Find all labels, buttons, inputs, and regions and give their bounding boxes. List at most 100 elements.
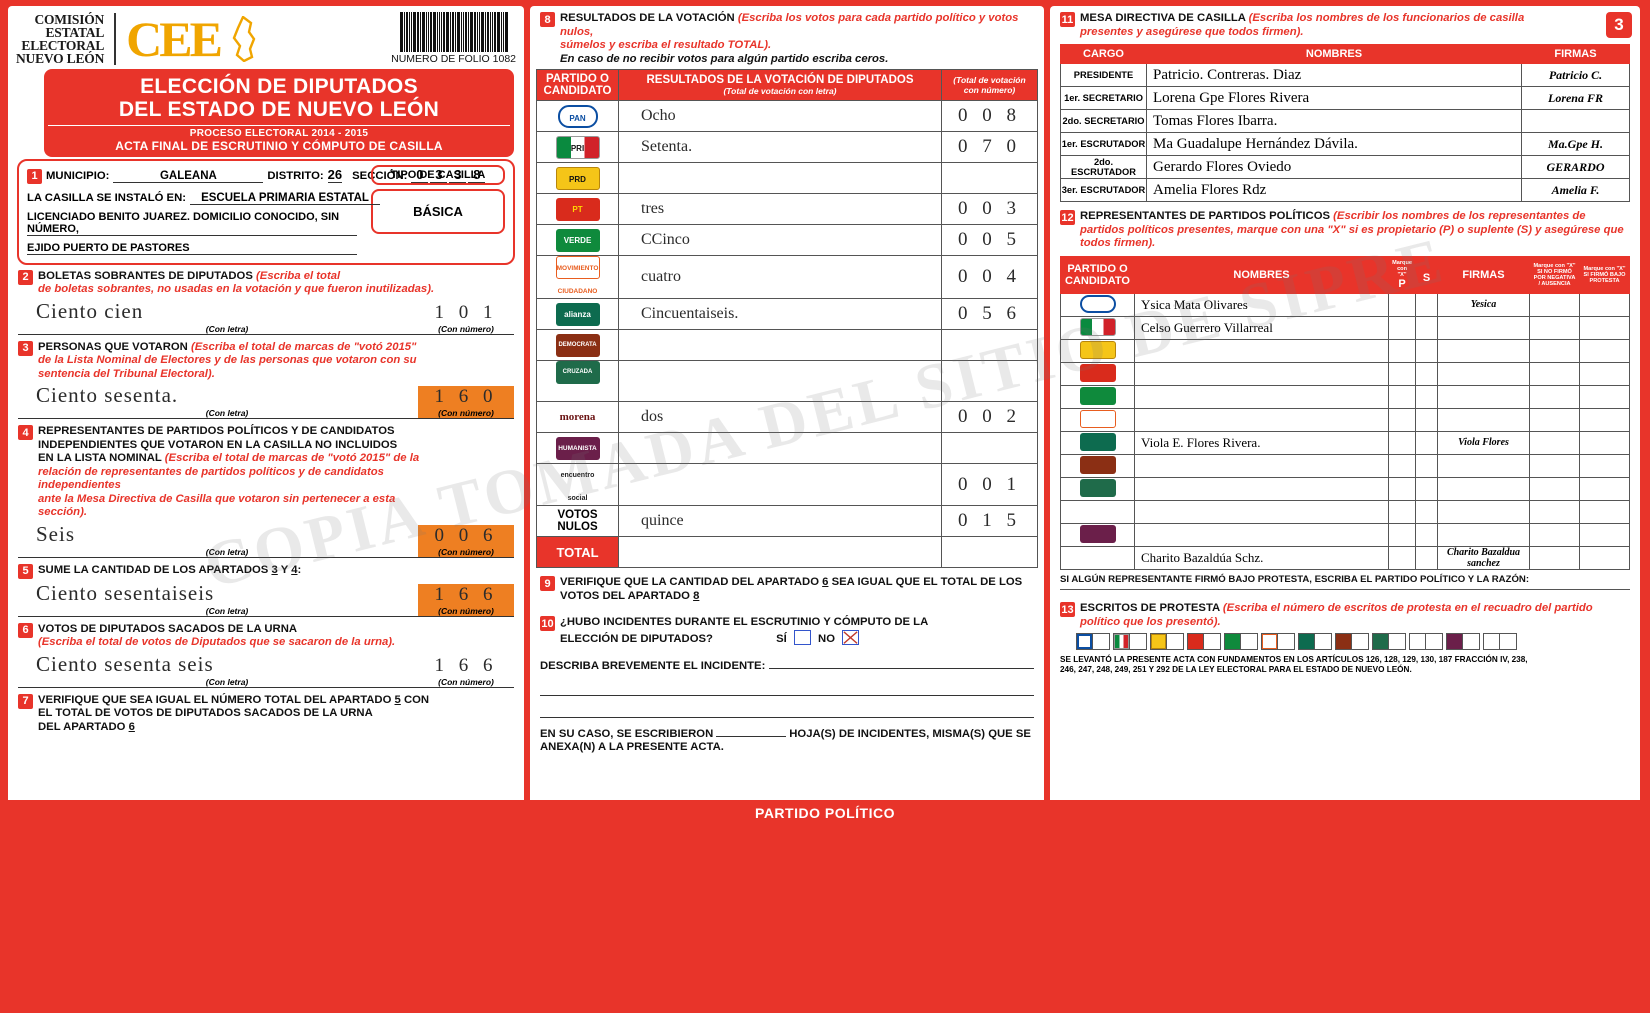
vote-letra-cell[interactable]: cuatro — [618, 255, 942, 299]
vote-letra-cell[interactable]: dos — [618, 401, 942, 433]
rep-p-cell[interactable] — [1388, 407, 1416, 432]
rep-firma-cell[interactable] — [1437, 338, 1530, 363]
rep-protesta-cell[interactable] — [1579, 453, 1630, 478]
vote-numero-cell[interactable] — [941, 360, 1038, 402]
vote-letra-cell[interactable]: Setenta. — [618, 131, 942, 163]
rep-p-cell[interactable] — [1388, 430, 1416, 455]
vote-letra-cell[interactable]: Cincuentaiseis. — [618, 298, 942, 330]
nombre-cell[interactable]: Gerardo Flores Oviedo — [1146, 155, 1522, 179]
vote-numero-cell[interactable]: 0 5 6 — [941, 298, 1038, 330]
votos-nulos-letra[interactable]: quince — [618, 505, 942, 537]
rep-protesta-cell[interactable] — [1579, 545, 1630, 570]
rep-no-firmo-cell[interactable] — [1529, 522, 1580, 547]
section-4-numero-field[interactable]: 0 0 6 (Con número) — [418, 524, 514, 558]
rep-nombre-cell[interactable] — [1133, 522, 1390, 547]
rep-protesta-cell[interactable] — [1579, 499, 1630, 524]
rep-firma-cell[interactable] — [1437, 315, 1530, 340]
rep-protesta-cell[interactable] — [1579, 361, 1630, 386]
protesta-count-box[interactable] — [1425, 634, 1442, 649]
section-3-letra-field[interactable]: Ciento sesenta. (Con letra) — [18, 383, 418, 419]
rep-firma-cell[interactable] — [1437, 476, 1530, 501]
checkbox-no[interactable] — [842, 629, 860, 645]
rep-nombre-cell[interactable] — [1133, 338, 1390, 363]
section-2-numero-field[interactable]: 1 0 1 (Con número) — [418, 302, 514, 335]
protesta-count-box[interactable] — [1314, 634, 1331, 649]
rep-no-firmo-cell[interactable] — [1529, 361, 1580, 386]
protesta-count-box[interactable] — [1351, 634, 1368, 649]
rep-nombre-cell[interactable]: Charito Bazaldúa Schz. — [1133, 545, 1390, 570]
rep-p-cell[interactable] — [1388, 522, 1416, 547]
vote-numero-cell[interactable] — [941, 162, 1038, 194]
vote-letra-cell[interactable] — [618, 463, 942, 506]
section-3-numero-field[interactable]: 1 6 0 (Con número) — [418, 386, 514, 419]
nombre-cell[interactable]: Ma Guadalupe Hernández Dávila. — [1146, 132, 1522, 156]
rep-p-cell[interactable] — [1388, 453, 1416, 478]
protesta-count-box[interactable] — [1129, 634, 1146, 649]
hojas-input[interactable] — [716, 735, 787, 737]
rep-s-cell[interactable] — [1415, 315, 1438, 340]
rep-s-cell[interactable] — [1415, 476, 1438, 501]
vote-letra-cell[interactable] — [618, 360, 942, 402]
vote-letra-cell[interactable] — [618, 432, 942, 464]
firma-cell[interactable]: GERARDO — [1521, 155, 1630, 179]
protesta-count-box[interactable] — [1462, 634, 1479, 649]
rep-p-cell[interactable] — [1388, 361, 1416, 386]
protesta-party-box[interactable] — [1224, 633, 1258, 650]
rep-firma-cell[interactable] — [1437, 453, 1530, 478]
votos-nulos-numero[interactable]: 0 1 5 — [941, 505, 1038, 537]
firma-cell[interactable]: Amelia F. — [1521, 178, 1630, 202]
nombre-cell[interactable]: Amelia Flores Rdz — [1146, 178, 1522, 202]
rep-nombre-cell[interactable]: Celso Guerrero Villarreal — [1133, 315, 1390, 340]
rep-no-firmo-cell[interactable] — [1529, 407, 1580, 432]
protesta-count-box[interactable] — [1499, 634, 1516, 649]
rep-protesta-cell[interactable] — [1579, 407, 1630, 432]
protesta-count-box[interactable] — [1277, 634, 1294, 649]
vote-letra-cell[interactable]: CCinco — [618, 224, 942, 256]
nombre-cell[interactable]: Patricio. Contreras. Diaz — [1146, 63, 1522, 87]
total-letra[interactable] — [618, 536, 942, 568]
vote-numero-cell[interactable]: 0 7 0 — [941, 131, 1038, 163]
rep-p-cell[interactable] — [1388, 338, 1416, 363]
rep-protesta-cell[interactable] — [1579, 522, 1630, 547]
firma-cell[interactable] — [1521, 109, 1630, 133]
vote-numero-cell[interactable] — [941, 432, 1038, 464]
rep-no-firmo-cell[interactable] — [1529, 430, 1580, 455]
rep-p-cell[interactable] — [1388, 384, 1416, 409]
nombre-cell[interactable]: Lorena Gpe Flores Rivera — [1146, 86, 1522, 110]
vote-numero-cell[interactable]: 0 0 1 — [941, 463, 1038, 506]
rep-s-cell[interactable] — [1415, 292, 1438, 317]
rep-no-firmo-cell[interactable] — [1529, 338, 1580, 363]
vote-letra-cell[interactable]: Ocho — [618, 100, 942, 132]
municipio-value[interactable]: GALEANA — [113, 170, 264, 183]
rep-firma-cell[interactable] — [1437, 384, 1530, 409]
rep-p-cell[interactable] — [1388, 292, 1416, 317]
address-line-3[interactable]: EJIDO PUERTO DE PASTORES — [27, 236, 357, 255]
section-4-letra-field[interactable]: Seis (Con letra) — [18, 522, 418, 558]
incidente-line-3[interactable] — [540, 696, 1034, 718]
protesta-count-box[interactable] — [1092, 634, 1109, 649]
protesta-party-box[interactable] — [1409, 633, 1443, 650]
protesta-party-box[interactable] — [1113, 633, 1147, 650]
rep-no-firmo-cell[interactable] — [1529, 499, 1580, 524]
rep-nombre-cell[interactable] — [1133, 453, 1390, 478]
rep-no-firmo-cell[interactable] — [1529, 453, 1580, 478]
rep-nombre-cell[interactable]: Ysica Mata Olivares — [1133, 292, 1390, 317]
rep-p-cell[interactable] — [1388, 545, 1416, 570]
rep-p-cell[interactable] — [1388, 499, 1416, 524]
rep-firma-cell[interactable] — [1437, 499, 1530, 524]
protesta-count-box[interactable] — [1166, 634, 1183, 649]
protesta-party-box[interactable] — [1298, 633, 1332, 650]
vote-letra-cell[interactable] — [618, 162, 942, 194]
rep-protesta-cell[interactable] — [1579, 338, 1630, 363]
section-5-numero-field[interactable]: 1 6 6 (Con número) — [418, 583, 514, 617]
rep-firma-cell[interactable] — [1437, 407, 1530, 432]
rep-p-cell[interactable] — [1388, 315, 1416, 340]
rep-no-firmo-cell[interactable] — [1529, 476, 1580, 501]
rep-nombre-cell[interactable] — [1133, 361, 1390, 386]
protesta-party-box[interactable] — [1446, 633, 1480, 650]
rep-firma-cell[interactable]: Viola Flores — [1437, 430, 1530, 455]
rep-nombre-cell[interactable] — [1133, 499, 1390, 524]
rep-s-cell[interactable] — [1415, 453, 1438, 478]
rep-no-firmo-cell[interactable] — [1529, 292, 1580, 317]
rep-nombre-cell[interactable]: Viola E. Flores Rivera. — [1133, 430, 1390, 455]
